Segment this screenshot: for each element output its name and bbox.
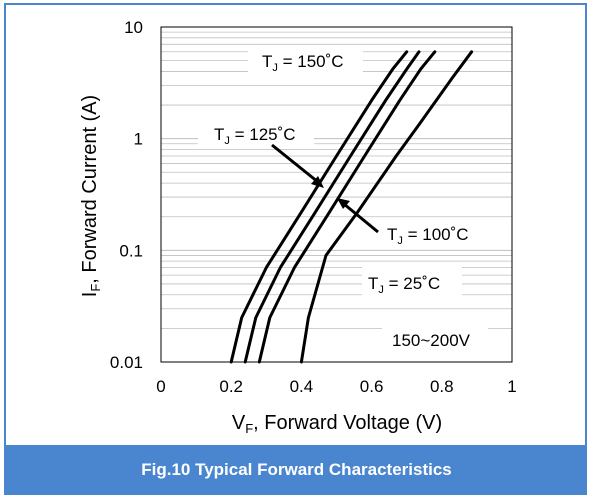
y-tick-label: 0.1 [119,241,143,260]
x-tick-label: 1 [507,377,516,396]
y-tick-label: 1 [134,130,143,149]
arrow-100-head [337,198,350,209]
label-bg-125 [198,118,314,148]
x-label-rest: , Forward Voltage (V) [253,412,442,434]
label-bg-100 [374,218,488,248]
label-bg-voltage [382,325,488,355]
x-tick-label: 0.4 [290,377,314,396]
arrow-125 [271,143,319,184]
series-line-1 [243,50,421,364]
arrow-100 [343,202,379,234]
y-label-rest: , Forward Current (A) [79,95,101,284]
label-tj-125: TJ = 125˚C [214,125,296,147]
voltage-range-label: 150~200V [392,331,471,350]
label-tj-100: TJ = 100˚C [387,225,469,247]
label-bg-25 [362,267,462,297]
label-tj-25: TJ = 25˚C [368,274,440,296]
x-label-sub: F [245,421,253,436]
label-bg-150 [248,45,363,75]
x-axis-label: VF, Forward Voltage (V) [232,412,442,436]
series-line-3 [299,50,474,364]
y-tick-label: 10 [124,18,143,37]
grid-lines [161,31,512,363]
label-tj-150: TJ = 150˚C [262,52,344,74]
y-label-main: I [79,292,101,298]
series-group [229,50,474,364]
plot-border [160,26,513,363]
y-axis-label: IF, Forward Current (A) [79,95,103,297]
y-label-sub: F [88,284,103,292]
x-tick-label: 0 [156,377,165,396]
figure-caption: Fig.10 Typical Forward Characteristics [6,445,587,495]
tick-labels: 0 0.2 0.4 0.6 0.8 1 0.01 0.1 1 10 [110,18,517,396]
series-line-2 [257,50,437,364]
x-tick-label: 0.2 [219,377,243,396]
arrow-125-head [311,176,324,188]
x-tick-label: 0.6 [360,377,384,396]
svg-text:IF, Forward Current (A): IF, Forward Current (A) [79,95,103,297]
x-label-main: V [232,412,246,434]
y-tick-label: 0.01 [110,353,143,372]
x-tick-label: 0.8 [430,377,454,396]
